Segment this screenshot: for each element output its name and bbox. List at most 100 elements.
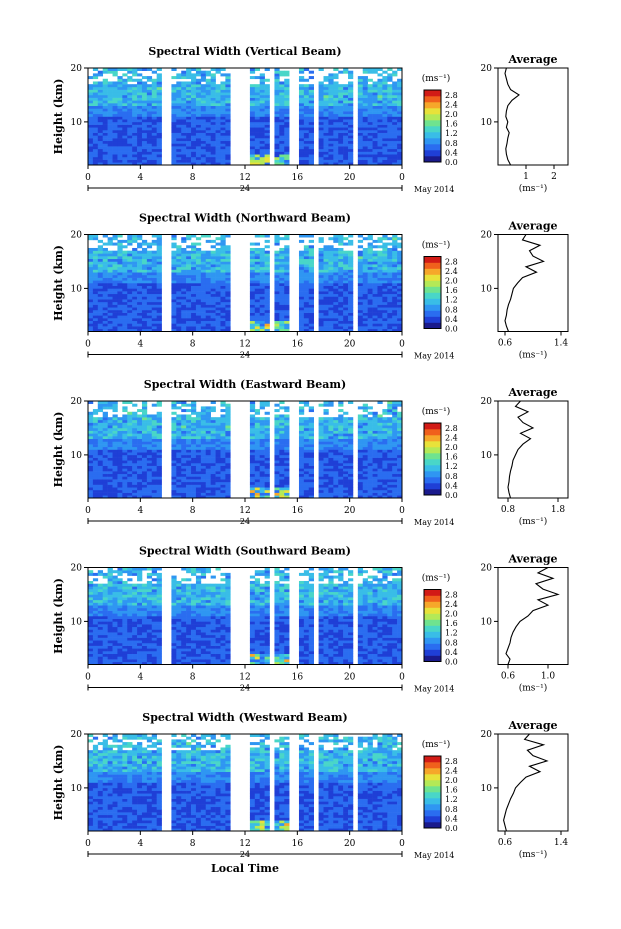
heatmap-cell [205, 135, 211, 139]
heatmap-cell [357, 94, 364, 98]
heatmap-cell [210, 89, 216, 93]
heatmap-cell [392, 245, 398, 249]
heatmap-cell [303, 285, 310, 289]
heatmap-cell [92, 419, 99, 423]
heatmap-cell [338, 234, 344, 238]
heatmap-cell [92, 454, 99, 458]
heatmap-cell [259, 419, 265, 423]
heatmap-cell [298, 76, 305, 80]
heatmap-cell [171, 401, 177, 404]
heatmap-cell [92, 121, 99, 125]
heatmap-cell [195, 288, 202, 292]
heatmap-cell [146, 274, 153, 278]
heatmap-cell [117, 328, 123, 332]
heatmap-cell [220, 111, 226, 115]
heatmap-cell [249, 86, 256, 90]
heatmap-cell [318, 256, 324, 260]
heatmap-cell [367, 318, 373, 322]
heatmap-cell [323, 283, 329, 286]
heatmap-cell [107, 304, 113, 308]
heatmap-cell [210, 430, 216, 434]
heatmap-cell [195, 454, 202, 458]
heatmap-cell [102, 280, 108, 284]
heatmap-cell [259, 78, 265, 82]
heatmap-cell [284, 237, 290, 241]
heatmap-cell [156, 105, 162, 109]
heatmap-cell [141, 156, 148, 160]
heatmap-cell [88, 417, 94, 421]
heatmap-cell [88, 320, 94, 324]
heatmap-cell [264, 462, 270, 466]
heatmap-cell [279, 288, 285, 292]
heatmap-cell [397, 326, 403, 330]
heatmap-cell [225, 261, 231, 265]
heatmap-cell [220, 129, 226, 133]
heatmap-cell [367, 328, 373, 332]
heatmap-cell [274, 253, 280, 257]
heatmap-cell [92, 280, 99, 284]
heatmap-cell [249, 159, 256, 163]
heatmap-cell [137, 484, 143, 488]
heatmap-cell [220, 162, 226, 166]
heatmap-cell [279, 237, 285, 241]
heatmap-cell [264, 280, 270, 284]
heatmap-cell [362, 84, 368, 88]
heatmap-cell [191, 285, 197, 289]
heatmap-cell [323, 479, 329, 483]
heatmap-cell [215, 471, 221, 475]
heatmap-cell [88, 250, 94, 254]
heatmap-cell [362, 138, 368, 142]
heatmap-cell [88, 487, 94, 491]
heatmap-cell [259, 92, 265, 96]
heatmap-cell [220, 465, 226, 469]
heatmap-cell [392, 97, 398, 101]
heatmap-cell [284, 441, 290, 445]
heatmap-cell [191, 138, 197, 142]
heatmap-cell [397, 312, 403, 316]
heatmap-cell [186, 280, 192, 284]
heatmap-cell [274, 113, 280, 117]
heatmap-cell [88, 315, 94, 319]
heatmap-cell [205, 94, 211, 98]
heatmap-cell [195, 487, 202, 491]
heatmap-cell [210, 277, 216, 281]
heatmap-cell [191, 266, 197, 270]
heatmap-cell [225, 138, 231, 142]
heatmap-cell [279, 326, 285, 330]
heatmap-cell [318, 465, 324, 469]
heatmap-cell [387, 129, 393, 133]
heatmap-cell [122, 111, 128, 115]
heatmap-cell [254, 312, 261, 316]
heatmap-cell [146, 484, 153, 488]
heatmap-cell [97, 132, 104, 136]
heatmap-cell [92, 479, 99, 483]
heatmap-cell [382, 105, 388, 109]
panel-0: Spectral Width (Vertical Beam)2010Height… [52, 45, 569, 194]
heatmap-cell [156, 89, 162, 93]
heatmap-cell [132, 328, 138, 332]
heatmap-cell [323, 301, 329, 305]
heatmap-cell [284, 462, 290, 466]
heatmap-cell [210, 97, 216, 101]
heatmap-cell [279, 454, 285, 458]
heatmap-cell [279, 81, 285, 85]
heatmap-cell [254, 68, 261, 71]
heatmap-cell [249, 444, 256, 448]
heatmap-cell [284, 138, 290, 142]
heatmap-cell [308, 326, 314, 330]
heatmap-cell [102, 156, 108, 160]
heatmap-cell [200, 234, 207, 238]
heatmap-cell [362, 129, 368, 133]
heatmap-cell [156, 239, 162, 243]
heatmap-cell [220, 430, 226, 434]
heatmap-cell [88, 143, 94, 147]
heatmap-cell [191, 320, 197, 324]
heatmap-cell [117, 266, 123, 270]
heatmap-cell [176, 444, 182, 448]
heatmap-cell [191, 495, 197, 499]
heatmap-cell [264, 124, 270, 128]
heatmap-cell [284, 78, 290, 82]
heatmap-cell [141, 457, 148, 461]
heatmap-cell [397, 143, 403, 147]
heatmap-cell [264, 84, 270, 88]
